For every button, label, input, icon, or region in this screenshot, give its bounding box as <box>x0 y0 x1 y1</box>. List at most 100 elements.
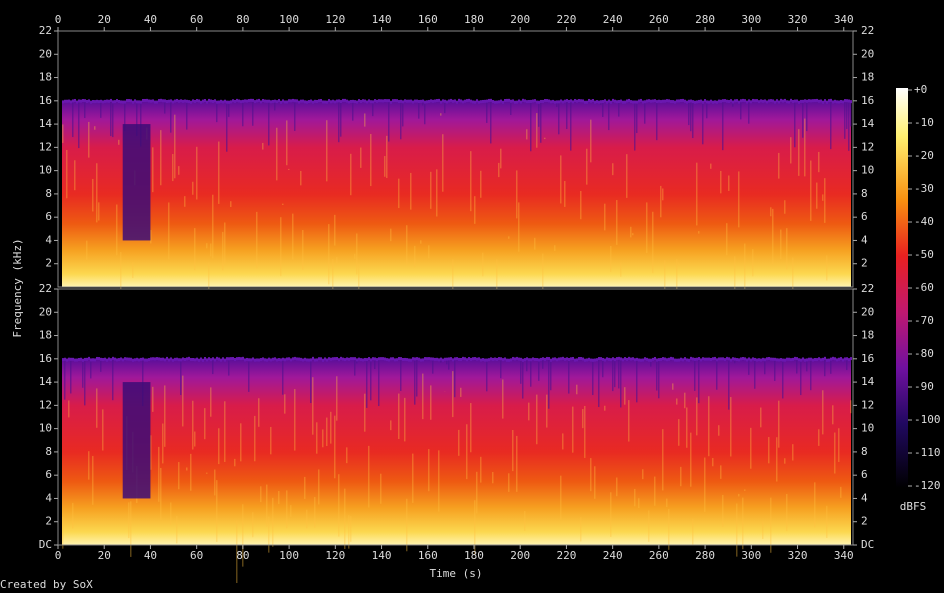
edge <box>82 358 84 362</box>
edge <box>252 98 254 102</box>
edge <box>252 357 254 361</box>
edge <box>686 358 688 362</box>
edge <box>586 358 588 362</box>
y-tick-label-right: 16 <box>861 94 874 107</box>
edge <box>794 99 796 103</box>
edge <box>164 358 166 362</box>
edge <box>658 99 660 103</box>
edge <box>326 100 328 104</box>
streak <box>316 422 318 454</box>
edge <box>534 99 536 103</box>
edge <box>98 357 100 361</box>
edge <box>496 100 498 104</box>
edge <box>742 98 744 102</box>
edge <box>392 99 394 103</box>
x-tick-label: 280 <box>695 13 715 26</box>
edge <box>638 99 640 103</box>
edge <box>412 357 414 361</box>
edge <box>362 99 364 103</box>
edge <box>826 358 828 362</box>
streak <box>470 403 472 453</box>
edge <box>482 358 484 362</box>
edge <box>582 99 584 103</box>
streak <box>180 358 182 396</box>
edge <box>300 99 302 103</box>
streak <box>604 405 606 411</box>
streak <box>190 453 192 491</box>
edge <box>398 356 400 360</box>
edge <box>294 99 296 103</box>
edge <box>78 99 80 103</box>
streak <box>846 358 848 371</box>
edge <box>842 358 844 362</box>
edge <box>524 99 526 103</box>
edge <box>674 358 676 362</box>
streak <box>492 471 494 484</box>
streak <box>536 113 538 148</box>
streak <box>736 503 738 557</box>
edge <box>352 99 354 103</box>
edge <box>726 356 728 360</box>
edge <box>650 99 652 103</box>
streak <box>780 229 782 259</box>
edge <box>188 100 190 104</box>
y-tick-label-right: 4 <box>861 233 868 246</box>
edge <box>504 98 506 102</box>
edge <box>548 99 550 103</box>
edge <box>438 358 440 362</box>
edge <box>618 100 620 104</box>
y-tick-label: 12 <box>39 398 52 411</box>
streak <box>398 393 400 439</box>
edge <box>418 357 420 361</box>
edge <box>326 358 328 362</box>
edge <box>260 358 262 362</box>
y-tick-label: 16 <box>39 94 52 107</box>
edge <box>82 99 84 103</box>
streak <box>224 401 226 462</box>
edge <box>208 357 210 361</box>
edge <box>208 98 210 102</box>
edge <box>436 357 438 361</box>
edge <box>126 99 128 103</box>
edge <box>222 100 224 104</box>
streak <box>762 521 764 540</box>
colorbar-tick-label: -30 <box>914 182 934 195</box>
y-tick-label-right: 12 <box>861 398 874 411</box>
edge <box>600 100 602 104</box>
streak <box>482 252 484 277</box>
edge <box>776 99 778 103</box>
y-tick-label: 8 <box>45 187 52 200</box>
spectrogram-panel <box>57 288 854 584</box>
y-tick-label-right: 22 <box>861 24 874 37</box>
x-tick-label: 280 <box>695 549 715 562</box>
edge <box>718 357 720 361</box>
streak <box>676 398 678 405</box>
colorbar <box>896 88 908 488</box>
streak <box>100 100 102 118</box>
streak <box>628 400 630 442</box>
edge <box>596 100 598 104</box>
streak <box>112 100 114 138</box>
streak <box>364 393 366 432</box>
streak <box>124 100 126 132</box>
streak <box>384 156 386 177</box>
edge <box>192 357 194 361</box>
colorbar-tick-label: -70 <box>914 314 934 327</box>
streak <box>768 437 770 464</box>
streak <box>500 148 502 169</box>
x-tick-label: 20 <box>98 549 111 562</box>
edge <box>72 99 74 103</box>
edge <box>210 358 212 362</box>
edge <box>632 100 634 104</box>
edge <box>660 357 662 361</box>
edge <box>780 358 782 362</box>
edge <box>412 100 414 104</box>
streak <box>336 376 338 421</box>
edge <box>312 100 314 104</box>
streak <box>218 141 220 204</box>
edge <box>368 357 370 361</box>
edge <box>78 358 80 362</box>
streak <box>616 200 618 245</box>
streak <box>206 472 208 474</box>
edge <box>268 357 270 361</box>
